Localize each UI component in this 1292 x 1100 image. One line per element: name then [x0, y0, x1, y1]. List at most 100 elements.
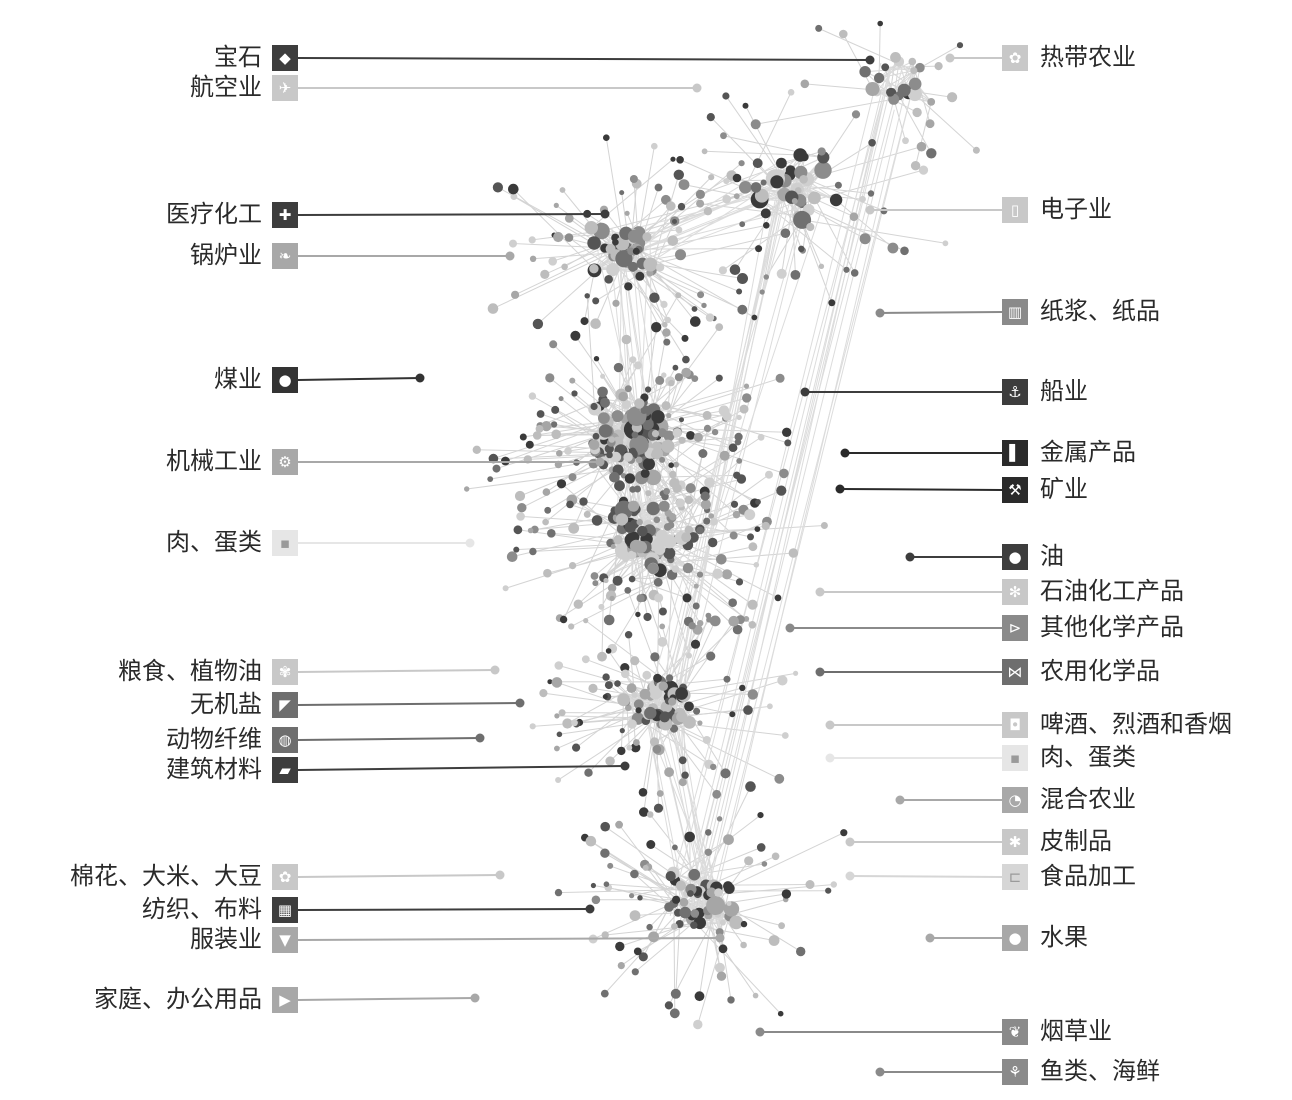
network-node: [627, 247, 635, 256]
network-node: [687, 890, 694, 897]
network-node: [830, 881, 837, 888]
network-node: [722, 92, 730, 100]
network-node: [540, 269, 550, 279]
icon-glyph: ✿: [278, 867, 292, 886]
network-node: [867, 190, 875, 197]
network-node: [793, 670, 799, 676]
network-node: [678, 756, 687, 765]
network-node: [868, 139, 876, 147]
network-node: [912, 107, 922, 118]
network-edge: [745, 105, 786, 181]
category-label-coal: 煤业: [214, 365, 262, 393]
network-node: [525, 440, 534, 449]
network-node: [672, 428, 682, 438]
category-node-cotton: [495, 870, 505, 880]
network-edge: [755, 98, 894, 125]
network-node: [681, 532, 692, 543]
leader-line-medical-chem: [297, 213, 606, 216]
network-node: [681, 771, 689, 779]
network-node: [703, 517, 711, 525]
network-node: [600, 397, 610, 408]
network-node: [735, 578, 744, 586]
category-label-electronics: 电子业: [1040, 195, 1112, 223]
network-node: [738, 160, 745, 167]
network-node: [554, 888, 563, 897]
network-node: [613, 362, 624, 373]
network-node: [675, 292, 682, 299]
network-node: [588, 439, 600, 451]
category-node-fruit: [925, 933, 935, 943]
leader-line-animal-fiber: [297, 737, 481, 741]
network-node: [739, 404, 749, 414]
network-node: [720, 132, 727, 140]
network-node: [631, 691, 638, 698]
network-node: [672, 219, 677, 224]
network-edge: [648, 210, 822, 729]
network-node: [708, 537, 718, 548]
network-node: [562, 718, 573, 729]
network-node: [675, 880, 687, 891]
network-node: [688, 622, 696, 630]
network-node: [638, 788, 648, 797]
network-node: [564, 447, 572, 455]
network-node: [755, 499, 761, 505]
network-node: [639, 688, 651, 700]
network-node: [636, 594, 645, 603]
network-node: [712, 789, 722, 799]
network-node: [618, 391, 628, 402]
icon-glyph: ▼: [279, 930, 291, 949]
network-node: [728, 598, 737, 607]
network-node: [626, 683, 637, 693]
category-node-building: [620, 761, 630, 771]
network-node: [612, 299, 620, 307]
network-node: [583, 510, 591, 518]
network-node: [547, 679, 553, 685]
network-node: [742, 393, 752, 403]
network-node: [606, 451, 613, 459]
network-edge: [651, 702, 698, 894]
network-node: [715, 374, 723, 382]
network-node: [714, 888, 723, 897]
network-node: [859, 66, 871, 78]
network-edge: [801, 219, 946, 244]
category-label-medical-chem: 医疗化工: [166, 200, 262, 228]
network-node: [723, 881, 733, 892]
icon-glyph: ▌: [1009, 443, 1021, 462]
network-node: [682, 593, 692, 603]
network-node: [708, 174, 715, 181]
network-node: [942, 240, 949, 247]
network-node: [798, 245, 805, 252]
network-node: [513, 546, 520, 553]
category-label-machinery: 机械工业: [166, 447, 262, 475]
network-node: [600, 848, 610, 858]
network-node: [603, 134, 610, 141]
network-node: [551, 405, 560, 414]
network-node: [672, 364, 679, 371]
network-node: [513, 525, 523, 535]
category-label-food-processing: 食品加工: [1040, 862, 1136, 890]
network-node: [877, 20, 883, 27]
category-label-beverage: 啤酒、烈酒和香烟: [1040, 710, 1232, 738]
network-node: [690, 639, 701, 649]
network-node: [670, 156, 676, 162]
network-node: [679, 897, 689, 907]
network-edge: [669, 541, 779, 599]
leader-line-inorganic-salt: [297, 702, 521, 706]
network-node: [757, 812, 764, 819]
network-node: [701, 148, 708, 155]
network-node: [635, 611, 641, 618]
network-node: [794, 187, 802, 194]
network-node: [605, 648, 612, 654]
network-node: [788, 548, 799, 558]
network-node: [761, 861, 768, 867]
pickaxe-icon: ⚒: [1002, 477, 1028, 503]
icon-glyph: ◔: [1008, 790, 1022, 809]
leader-line-layer: [297, 53, 1003, 1077]
network-node: [768, 935, 780, 946]
network-node: [572, 743, 581, 752]
network-node: [693, 583, 699, 589]
network-node: [677, 202, 686, 211]
network-edge: [639, 162, 742, 249]
network-node: [712, 568, 723, 579]
brick-icon: ▰: [272, 757, 298, 783]
